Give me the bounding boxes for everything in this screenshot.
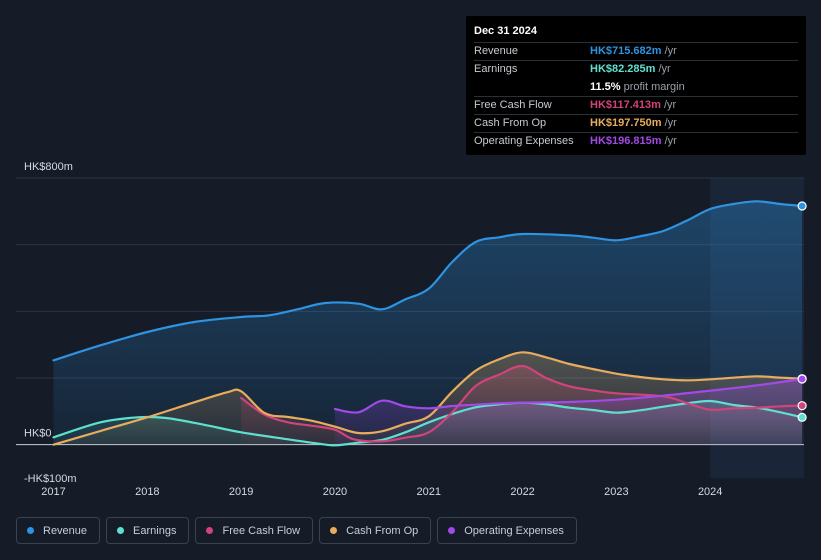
- tooltip-value: 11.5%: [590, 81, 621, 93]
- tooltip-label: Earnings: [474, 63, 518, 75]
- series-areas: [53, 201, 803, 446]
- legend-dot-icon: [27, 527, 34, 534]
- x-axis-tick-label: 2021: [417, 486, 441, 498]
- y-axis-label: HK$0: [24, 428, 52, 440]
- tooltip-unit: /yr: [664, 117, 677, 129]
- tooltip-label: Operating Expenses: [474, 135, 574, 147]
- line-earnings: [52, 399, 804, 447]
- legend-item-operating-expenses[interactable]: Operating Expenses: [437, 517, 577, 544]
- x-axis-tick-label: 2018: [135, 486, 159, 498]
- y-axis-label: HK$800m: [24, 161, 73, 173]
- tooltip-unit: /yr: [663, 99, 677, 111]
- x-axis-tick-label: 2017: [41, 486, 65, 498]
- legend-dot-icon: [448, 527, 456, 534]
- y-axis-label: -HK$100m: [24, 473, 77, 485]
- line-revenue: [52, 200, 804, 362]
- line-free-cash-flow: [240, 364, 804, 443]
- x-axis-tick-label: 2024: [698, 486, 722, 498]
- tooltip-unit: /yr: [664, 45, 677, 57]
- legend-dot-icon: [330, 527, 338, 534]
- legend-label: Free Cash Flow: [222, 524, 301, 537]
- tooltip-value: HK$197.750m: [590, 117, 662, 129]
- legend-label: Cash From Op: [346, 524, 419, 537]
- tooltip-value: HK$82.285m: [590, 63, 656, 75]
- tooltip-value: HK$117.413m: [590, 99, 661, 111]
- tooltip-row-free-cash-flow: Free Cash Flow HK$117.413m /yr: [474, 96, 798, 114]
- legend-item-free-cash-flow[interactable]: Free Cash Flow: [195, 517, 314, 544]
- end-dot-free-cash-flow: [797, 401, 807, 411]
- tooltip-unit: /yr: [664, 135, 677, 147]
- data-tooltip: Dec 31 2024 Revenue HK$715.682m /yr Earn…: [466, 16, 806, 155]
- tooltip-label: [474, 79, 590, 96]
- tooltip-label: Revenue: [474, 45, 519, 57]
- tooltip-row-operating-expenses: Operating Expenses HK$196.815m /yr: [474, 132, 798, 150]
- legend-item-cash-from-op[interactable]: Cash From Op: [319, 517, 432, 544]
- series-lines: [52, 200, 804, 447]
- x-axis-tick-label: 2019: [229, 486, 253, 498]
- legend-item-earnings[interactable]: Earnings: [106, 517, 190, 544]
- end-dot-operating-expenses: [797, 374, 807, 384]
- tooltip-value: HK$196.815m: [590, 135, 662, 147]
- series-end-dots: [797, 201, 807, 422]
- tooltip-date: Dec 31 2024: [474, 25, 537, 37]
- legend-label: Earnings: [133, 524, 177, 537]
- line-operating-expenses: [333, 377, 804, 414]
- y-axis-labels: HK$800m HK$0 -HK$100m: [24, 161, 77, 485]
- line-cash-from-op: [52, 351, 804, 446]
- tooltip-value: HK$715.682m: [590, 45, 662, 57]
- tooltip-row-revenue: Revenue HK$715.682m /yr: [474, 42, 798, 60]
- tooltip-row-profit-margin: 11.5% profit margin: [474, 78, 798, 96]
- legend-dot-icon: [117, 527, 125, 534]
- tooltip-label: Free Cash Flow: [474, 99, 552, 111]
- legend-label: Operating Expenses: [464, 524, 564, 537]
- end-dot-earnings: [797, 412, 807, 422]
- x-axis-tick-labels: 2017 2018 2019 2020 2021 2022 2023 2024: [41, 486, 722, 498]
- financial-chart: HK$800m HK$0 -HK$100m 2017 2018 2019 2020 2021…: [16, 161, 807, 498]
- tooltip-label: Cash From Op: [474, 117, 547, 129]
- tooltip-unit: profit margin: [623, 81, 685, 93]
- area-operating-expenses: [334, 379, 803, 445]
- chart-legend: Revenue Earnings Free Cash Flow Cash Fro…: [16, 517, 577, 544]
- tooltip-row-earnings: Earnings HK$82.285m /yr: [474, 60, 798, 78]
- legend-dot-icon: [206, 527, 214, 534]
- end-dot-revenue: [797, 201, 807, 211]
- x-axis-tick-label: 2022: [510, 486, 534, 498]
- x-axis-tick-label: 2020: [323, 486, 347, 498]
- legend-item-revenue[interactable]: Revenue: [16, 517, 101, 544]
- tooltip-unit: /yr: [658, 63, 671, 75]
- legend-label: Revenue: [43, 524, 88, 537]
- tooltip-row-cash-from-op: Cash From Op HK$197.750m /yr: [474, 114, 798, 132]
- x-axis-tick-label: 2023: [604, 486, 628, 498]
